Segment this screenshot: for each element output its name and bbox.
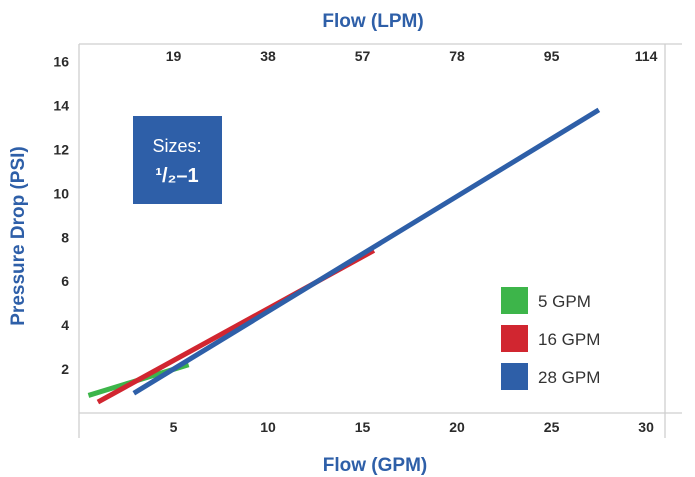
y-tick-label: 8 bbox=[61, 229, 69, 245]
legend-label: 5 GPM bbox=[538, 292, 591, 311]
legend-label: 16 GPM bbox=[538, 330, 600, 349]
y-tick-label: 16 bbox=[53, 54, 69, 70]
x-tick-label: 10 bbox=[260, 419, 276, 435]
x-tick-label: 30 bbox=[638, 419, 654, 435]
tick-labels: 5 10 15 20 25 30 19 38 57 78 95 114 2 4 6 8 10 12 14 16 bbox=[53, 48, 657, 435]
y-tick-label: 2 bbox=[61, 361, 69, 377]
top-axis-title: Flow (LPM) bbox=[322, 11, 423, 32]
legend-swatch bbox=[501, 363, 528, 390]
series-lines bbox=[87, 107, 601, 405]
x-tick-label: 20 bbox=[449, 419, 465, 435]
x2-tick-label: 114 bbox=[635, 48, 658, 64]
y-tick-label: 4 bbox=[61, 317, 69, 333]
y-tick-label: 12 bbox=[53, 141, 69, 157]
sizes-callout: Sizes: ¹/₂–1 bbox=[133, 116, 222, 204]
sizes-callout-value: ¹/₂–1 bbox=[155, 165, 198, 187]
x2-tick-label: 19 bbox=[166, 48, 182, 64]
x2-tick-label: 78 bbox=[449, 48, 465, 64]
x-tick-label: 15 bbox=[355, 419, 371, 435]
x2-tick-label: 95 bbox=[544, 48, 560, 64]
legend-swatch bbox=[501, 325, 528, 352]
series-line-28-gpm bbox=[132, 107, 601, 396]
x-tick-label: 5 bbox=[170, 419, 178, 435]
y-axis-title: Pressure Drop (PSI) bbox=[8, 146, 29, 326]
y-tick-label: 10 bbox=[53, 185, 69, 201]
sizes-callout-box bbox=[133, 116, 222, 204]
legend-swatch bbox=[501, 287, 528, 314]
x2-tick-label: 38 bbox=[260, 48, 276, 64]
bottom-axis-title: Flow (GPM) bbox=[323, 455, 427, 476]
plot-frame bbox=[78, 43, 682, 438]
y-tick-label: 14 bbox=[53, 98, 69, 114]
sizes-callout-label: Sizes: bbox=[152, 136, 201, 156]
x-tick-label: 25 bbox=[544, 419, 560, 435]
legend: 5 GPM 16 GPM 28 GPM bbox=[501, 287, 600, 390]
y-tick-label: 6 bbox=[61, 273, 69, 289]
legend-label: 28 GPM bbox=[538, 368, 600, 387]
x2-tick-label: 57 bbox=[355, 48, 371, 64]
